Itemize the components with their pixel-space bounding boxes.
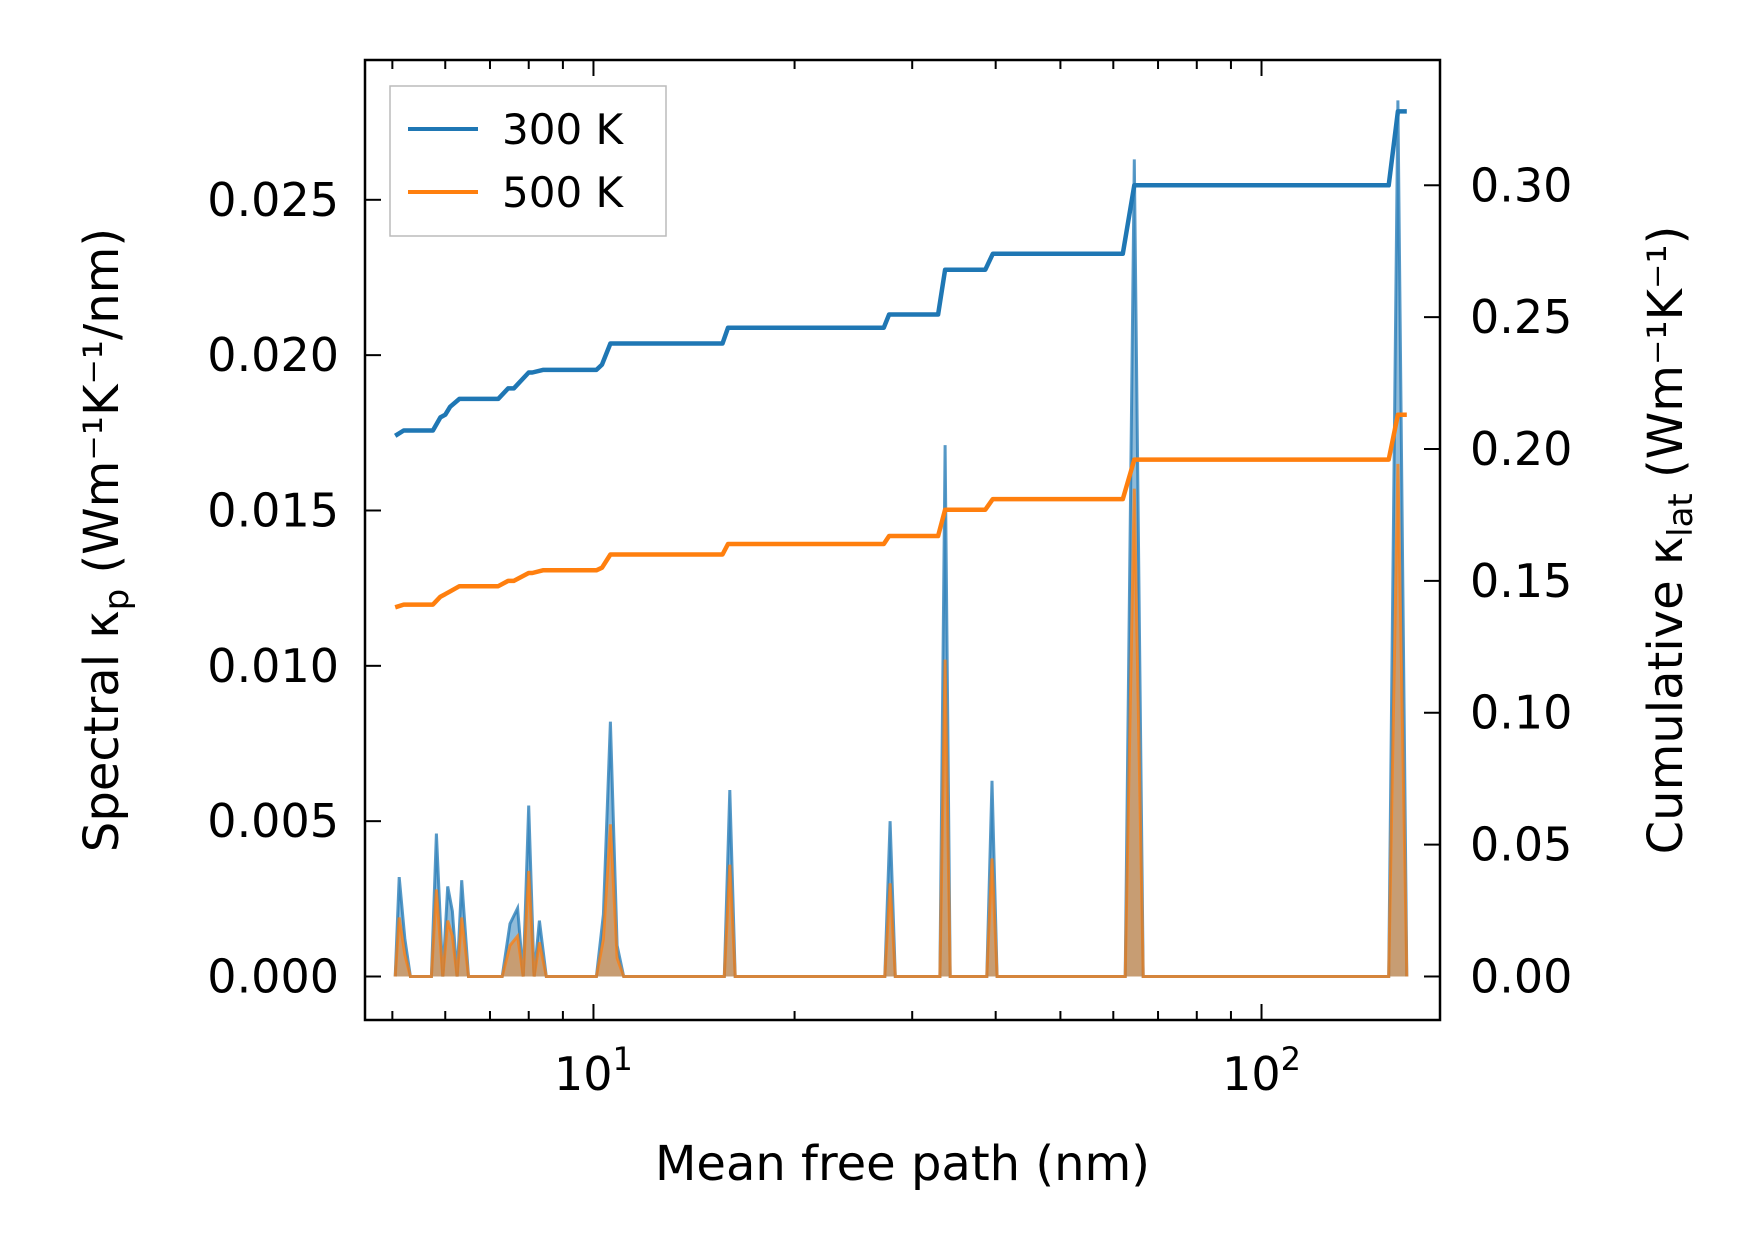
x-tick-label: 101 bbox=[554, 1040, 633, 1101]
y-left-tick-label: 0.015 bbox=[207, 483, 339, 537]
y-right-tick-label: 0.20 bbox=[1470, 422, 1572, 476]
y-left-title-sub: p bbox=[97, 589, 137, 611]
tick-labels: 101 1020.0000.0050.0100.0150.0200.0250.00… bbox=[207, 158, 1572, 1101]
y-left-title-units: (Wm⁻¹K⁻¹/nm) bbox=[74, 228, 130, 589]
x-tick-label-base: 10 bbox=[1222, 1047, 1281, 1101]
y-right-title-units: (Wm⁻¹K⁻¹) bbox=[1638, 226, 1694, 494]
y-right-tick-label: 0.15 bbox=[1470, 554, 1572, 608]
cumulative-line-1 bbox=[394, 412, 1407, 610]
y-right-tick-label: 0.10 bbox=[1470, 686, 1572, 740]
y-left-tick-label: 0.005 bbox=[207, 794, 339, 848]
plot-frame bbox=[363, 58, 1442, 1022]
y-right-axis-title: Cumulative κlat (Wm⁻¹K⁻¹) bbox=[1638, 226, 1701, 855]
legend-label-500k: 500 K bbox=[502, 168, 625, 217]
y-right-tick-label: 0.30 bbox=[1470, 158, 1572, 212]
tick-marks bbox=[365, 60, 1440, 1020]
y-left-tick-label: 0.020 bbox=[207, 328, 339, 382]
legend-label-300k: 300 K bbox=[502, 105, 625, 154]
x-tick-label: 102 bbox=[1222, 1040, 1301, 1101]
x-tick-label-base: 10 bbox=[554, 1047, 613, 1101]
cumulative-line-0 bbox=[394, 109, 1407, 438]
series-line-layer bbox=[393, 100, 1409, 978]
y-left-axis-title: Spectral κp (Wm⁻¹K⁻¹/nm) bbox=[74, 228, 137, 852]
y-left-tick-label: 0.025 bbox=[207, 173, 339, 227]
spectral-area-1 bbox=[395, 463, 1407, 977]
y-left-tick-label: 0.000 bbox=[207, 950, 339, 1004]
legend-box bbox=[389, 85, 667, 237]
x-tick-label-exponent: 2 bbox=[1281, 1040, 1301, 1078]
y-right-title-main: Cumulative κ bbox=[1638, 537, 1694, 855]
y-right-tick-label: 0.25 bbox=[1470, 290, 1572, 344]
x-tick-label-exponent: 1 bbox=[613, 1040, 633, 1078]
y-right-tick-label: 0.05 bbox=[1470, 818, 1572, 872]
y-right-tick-label: 0.00 bbox=[1470, 949, 1572, 1003]
x-axis-title: Mean free path (nm) bbox=[655, 1136, 1150, 1192]
y-left-title-main: Spectral κ bbox=[74, 610, 130, 852]
legend: 300 K 500 K bbox=[389, 85, 667, 237]
spectral-line-1 bbox=[393, 463, 1409, 978]
y-right-title-sub: lat bbox=[1661, 493, 1701, 537]
y-left-tick-label: 0.010 bbox=[207, 639, 339, 693]
